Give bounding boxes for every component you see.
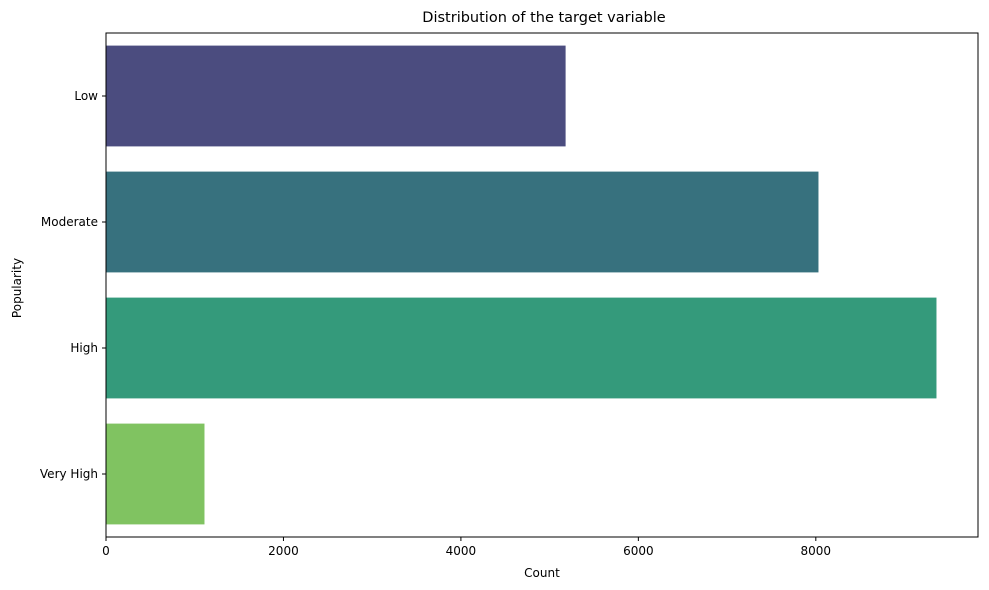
chart-title: Distribution of the target variable (422, 10, 665, 26)
y-tick-label: Low (74, 89, 98, 103)
bar-low (106, 45, 566, 147)
bars-group (106, 45, 937, 525)
x-tick-label: 2000 (268, 544, 299, 558)
bar-very-high (106, 423, 205, 525)
plot-frame (105, 32, 979, 538)
x-tick-label: 0 (102, 544, 110, 558)
bar-moderate (106, 171, 819, 273)
y-axis-label: Popularity (10, 258, 24, 318)
x-tick-label: 4000 (446, 544, 477, 558)
x-tick-label: 6000 (623, 544, 654, 558)
y-tick-label: Very High (40, 467, 98, 481)
bar-high (106, 297, 937, 399)
y-axis-ticks: Low Moderate High Very High (40, 89, 106, 481)
x-axis-ticks: 0 2000 4000 6000 8000 (102, 537, 831, 558)
x-tick-label: 8000 (801, 544, 832, 558)
y-tick-label: Moderate (41, 215, 98, 229)
y-tick-label: High (70, 341, 98, 355)
x-axis-label: Count (524, 566, 560, 580)
